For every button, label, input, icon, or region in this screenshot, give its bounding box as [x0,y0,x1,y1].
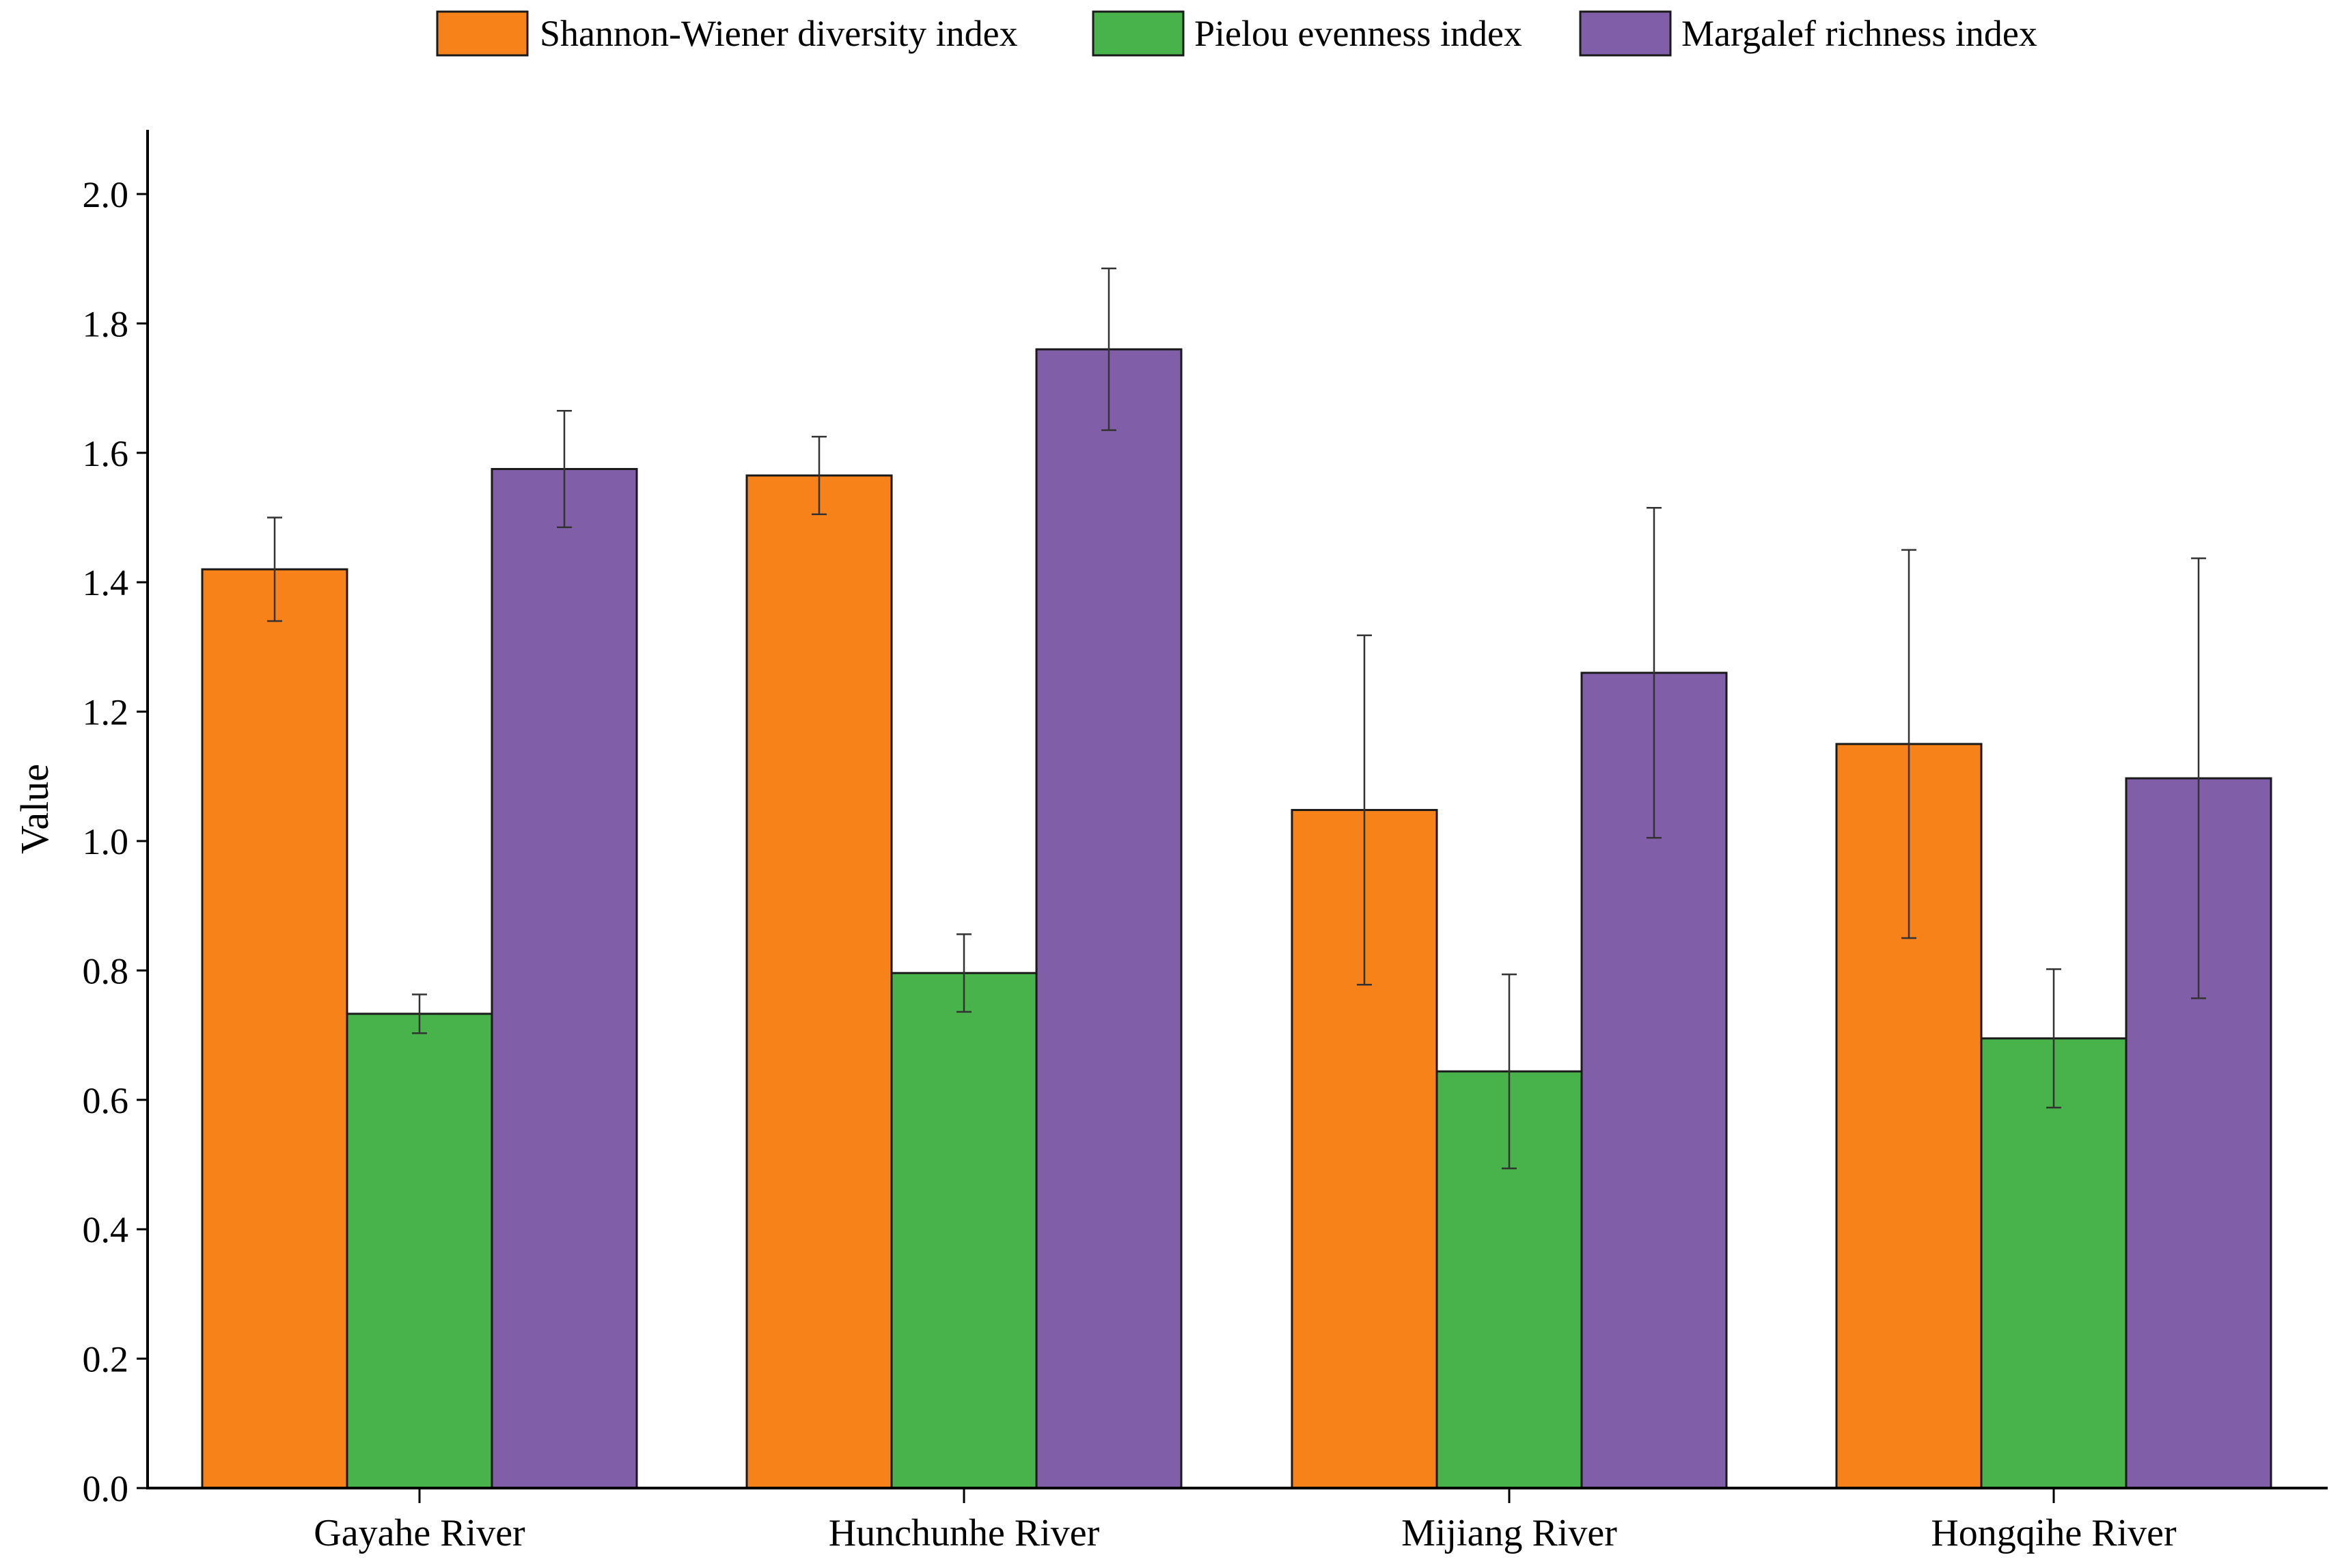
legend-label: Margalef richness index [1681,13,2037,54]
axes [146,130,2328,1489]
y-tick-label: 1.2 [83,692,129,733]
y-tick-label: 2.0 [83,174,129,215]
y-tick-label: 1.6 [83,433,129,474]
bar [201,568,348,1489]
y-tick-label: 1.0 [83,821,129,862]
x-tick-label: Hunchunhe River [829,1512,1100,1554]
bar [491,467,638,1489]
bar [745,474,893,1489]
bars-layer [201,348,2272,1489]
y-axis-title: Value [12,764,57,854]
error-bars-layer [267,267,2206,1170]
legend-label: Pielou evenness index [1194,13,1522,54]
legend-swatch [1579,10,1672,57]
y-tick-label: 0.2 [83,1339,129,1380]
legend-swatch [1092,10,1185,57]
bar [1035,348,1183,1489]
bar [346,1013,493,1489]
y-tick-label: 0.6 [83,1080,129,1121]
legend-swatch [436,10,529,57]
legend-label: Shannon-Wiener diversity index [540,13,1018,54]
y-tick-label: 0.8 [83,950,129,991]
y-tick-label: 0.0 [83,1468,129,1509]
x-ticks: Gayahe River Hunchunhe River Mijiang River… [314,1488,2177,1554]
x-tick-label: Mijiang River [1401,1512,1617,1554]
bar [890,972,1038,1489]
y-ticks: 0.0 0.2 0.4 0.6 0.8 1.0 1.2 1.4 1.6 1.8 2.0 [83,174,148,1509]
legend: Shannon-Wiener diversity index Pielou eve… [436,10,2037,57]
x-tick-label: Gayahe River [314,1512,525,1554]
y-tick-label: 0.4 [83,1209,129,1250]
x-tick-label: Hongqihe River [1931,1512,2177,1554]
bar [1980,1037,2128,1489]
y-tick-label: 1.4 [83,562,129,603]
y-tick-label: 1.8 [83,303,129,344]
